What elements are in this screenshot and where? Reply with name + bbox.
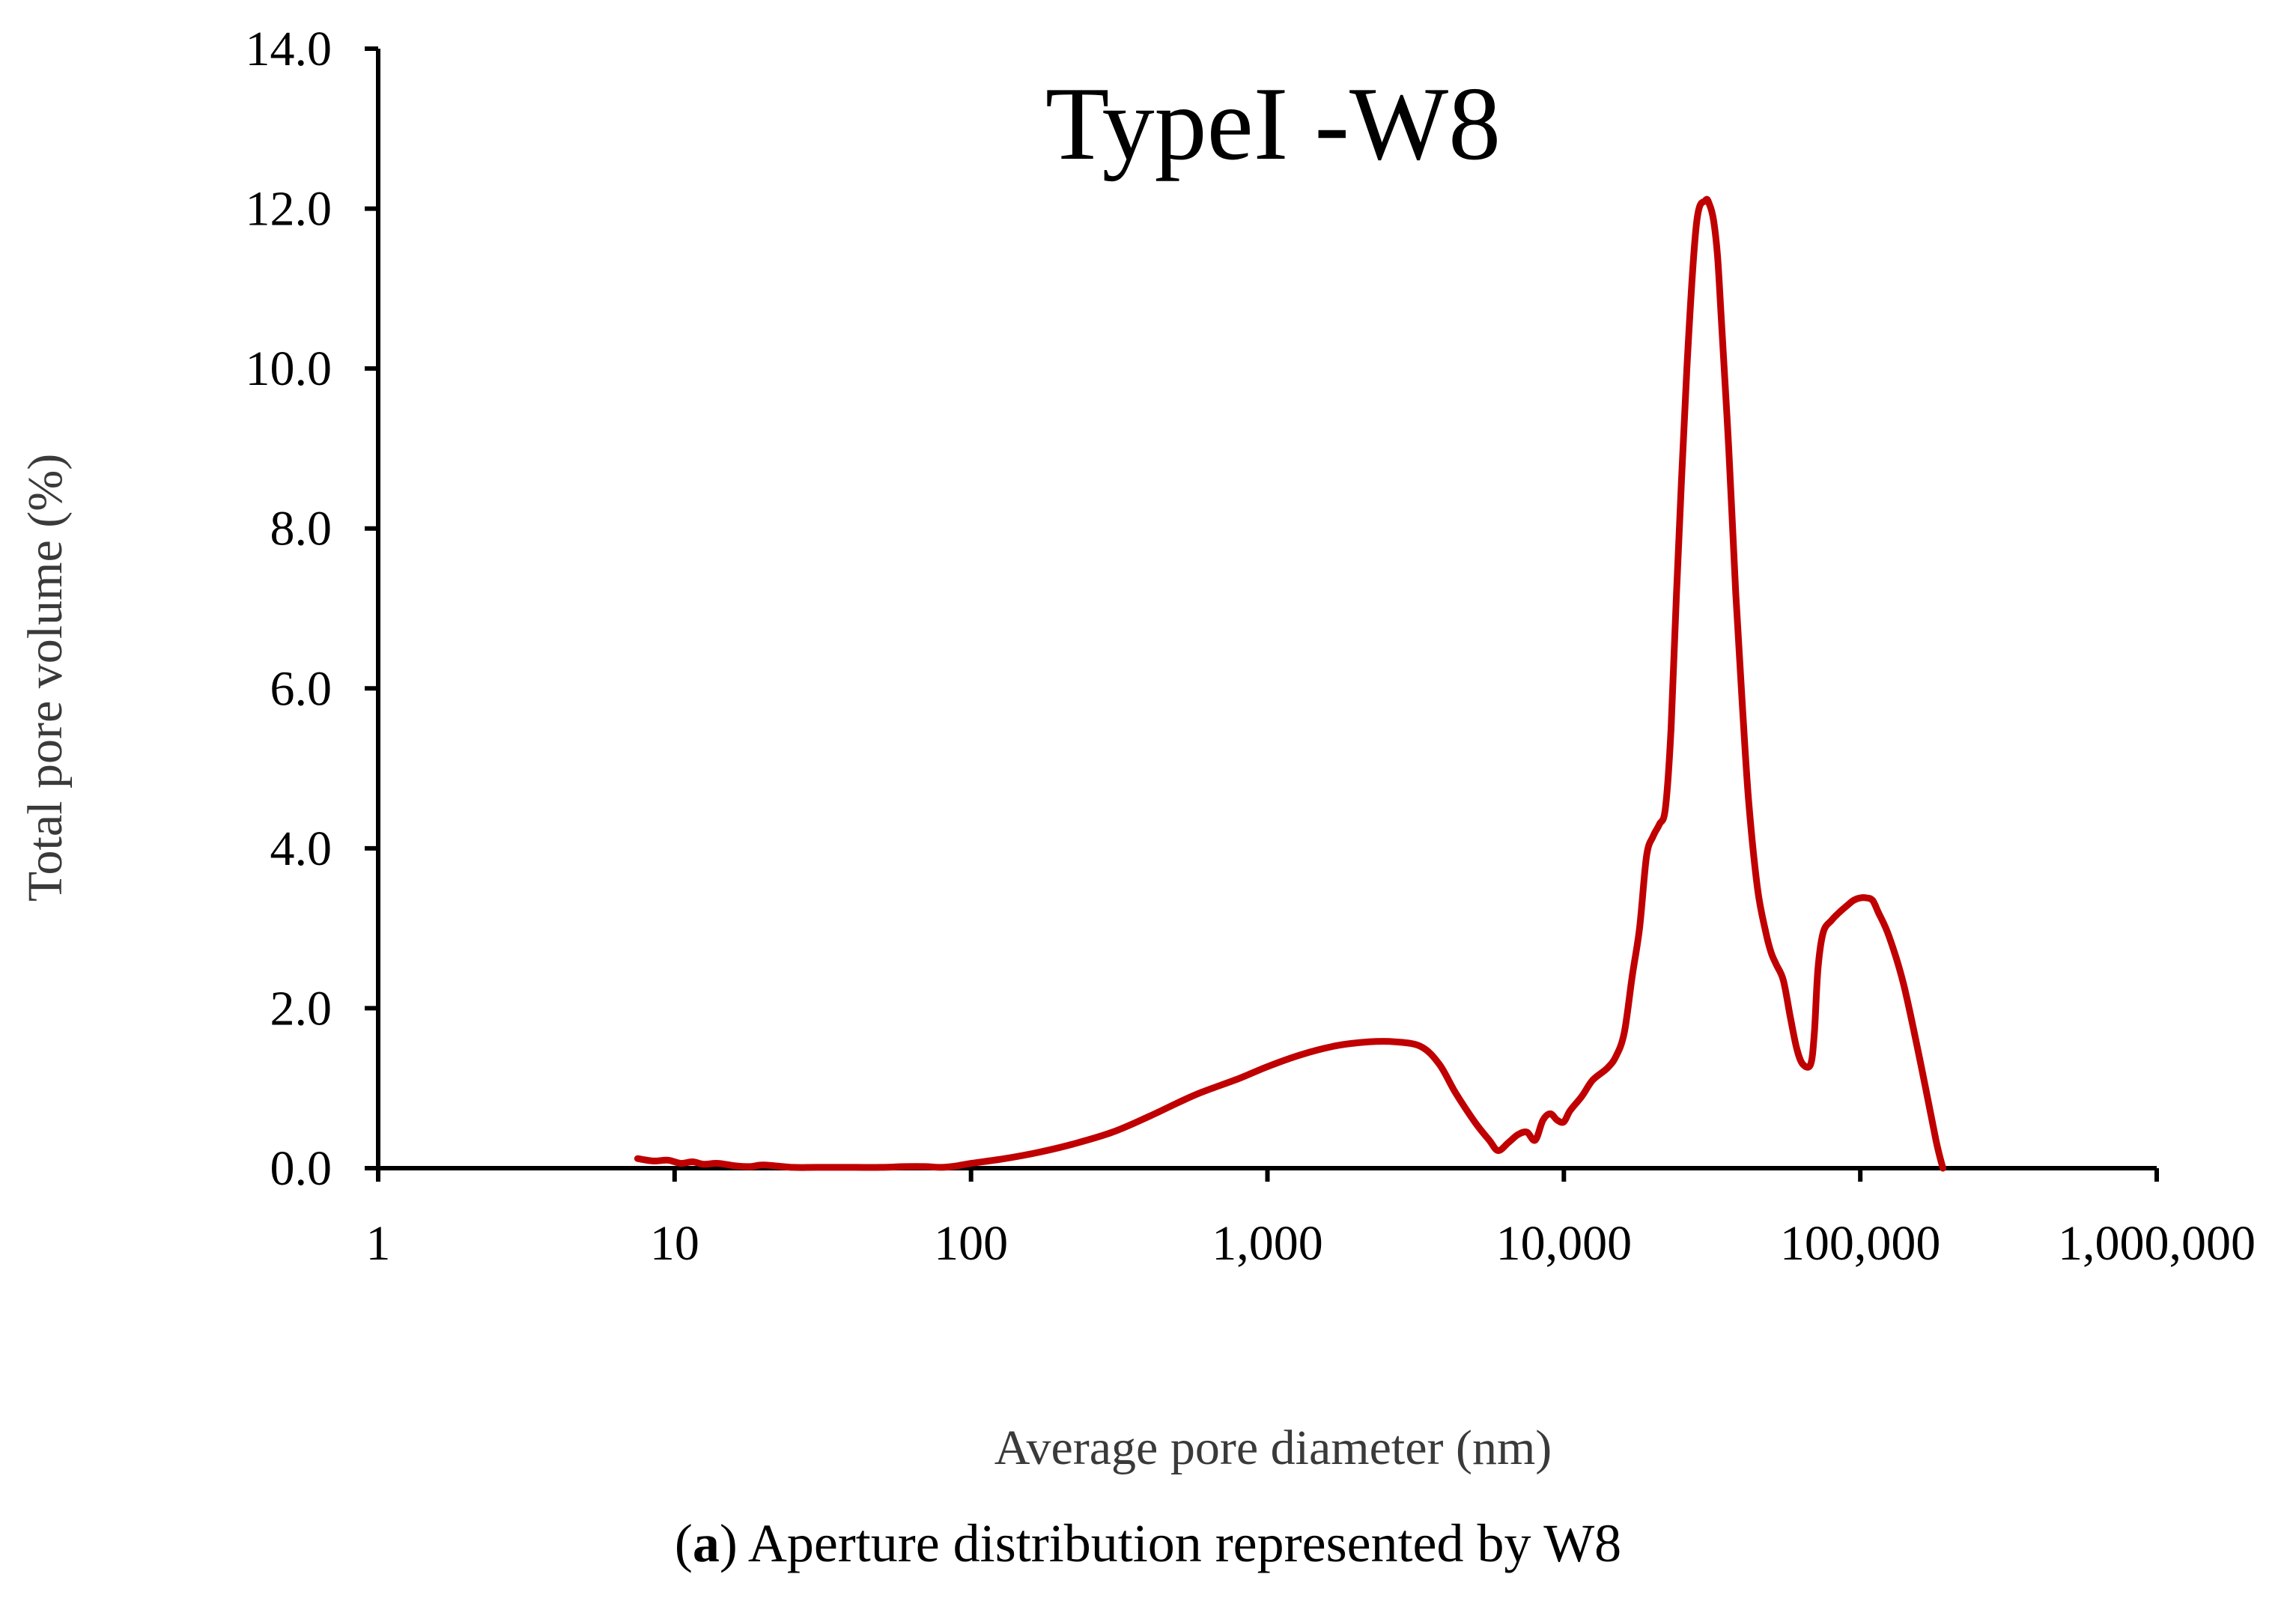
y-tick-label: 4.0 <box>270 821 332 876</box>
y-axis-ticks: 0.0 2.0 4.0 6.0 8.0 10.0 12.0 14.0 <box>246 22 378 1196</box>
x-tick-label: 100,000 <box>1780 1216 1941 1271</box>
figure-caption: (a) Aperture distribution represented by… <box>0 1513 2296 1575</box>
y-tick-label: 14.0 <box>246 22 332 76</box>
x-tick-label: 10 <box>650 1216 699 1271</box>
caption-text: ) Aperture distribution represented by W… <box>719 1513 1622 1573</box>
y-tick-label: 6.0 <box>270 661 332 716</box>
series-line-w8 <box>634 195 1946 1172</box>
chart-title: TypeI -W8 <box>1045 66 1501 182</box>
y-tick-label: 2.0 <box>270 981 332 1036</box>
y-tick-label: 0.0 <box>270 1141 332 1196</box>
caption-letter: a <box>692 1513 720 1573</box>
caption-prefix: ( <box>674 1513 693 1573</box>
x-tick-label: 1 <box>366 1216 391 1271</box>
x-tick-label: 1,000,000 <box>2058 1216 2256 1271</box>
x-tick-label: 100 <box>934 1216 1008 1271</box>
x-tick-label: 10,000 <box>1496 1216 1633 1271</box>
y-tick-label: 8.0 <box>270 502 332 556</box>
y-axis-title: Total pore volume (%) <box>18 454 73 902</box>
y-tick-label: 12.0 <box>246 182 332 237</box>
x-axis-title: Average pore diameter (nm) <box>994 1421 1552 1475</box>
y-tick-label: 10.0 <box>246 341 332 396</box>
x-tick-label: 1,000 <box>1212 1216 1323 1271</box>
x-axis-ticks: 1 10 100 1,000 10,000 100,000 1,000,000 <box>366 1168 2256 1271</box>
